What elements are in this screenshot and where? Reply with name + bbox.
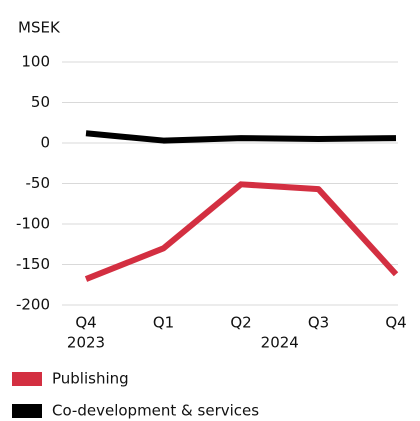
y-tick-label: 0 [40, 134, 50, 152]
x-tick-label: Q3 [308, 314, 329, 332]
x-tick-label: Q2 [230, 314, 251, 332]
y-axis-label: MSEK [18, 19, 61, 37]
legend-label: Co-development & services [52, 402, 259, 420]
x-tick-label: Q4 [385, 314, 406, 332]
y-tick-label: -50 [26, 174, 51, 192]
x-group-label: 2024 [261, 334, 299, 352]
y-tick-label: -200 [16, 296, 50, 314]
legend-swatch [12, 404, 42, 418]
legend-swatch [12, 372, 42, 386]
y-tick-label: -150 [16, 255, 50, 273]
legend-label: Publishing [52, 370, 129, 388]
x-tick-label: Q1 [153, 314, 174, 332]
y-tick-label: -100 [16, 215, 50, 233]
x-group-label: 2023 [67, 334, 105, 352]
series-line [84, 181, 399, 282]
y-tick-label: 50 [31, 93, 50, 111]
y-tick-label: 100 [21, 53, 50, 71]
x-tick-label: Q4 [75, 314, 96, 332]
series-line [85, 130, 397, 144]
